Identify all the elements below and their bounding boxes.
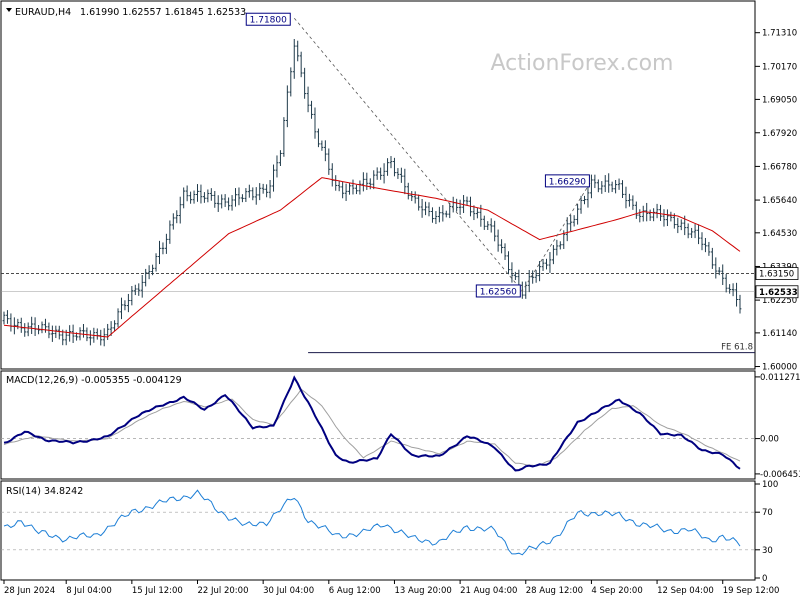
time-tick-label: 19 Sep 12:00 bbox=[723, 586, 780, 596]
price-tick-label: 1.67920 bbox=[762, 129, 797, 139]
fe-level-label: FE 61.8 bbox=[721, 343, 753, 353]
candles bbox=[2, 39, 742, 347]
price-tick-label: 1.70170 bbox=[762, 62, 797, 72]
current-price-label: 1.62533 bbox=[759, 288, 798, 298]
symbol-title: EURAUD,H4 bbox=[15, 7, 71, 18]
current-price-tag bbox=[755, 285, 799, 299]
time-tick-label: 13 Aug 20:00 bbox=[394, 586, 451, 596]
time-tick-label: 28 Jun 2024 bbox=[4, 586, 55, 596]
support-level-label: 1.63150 bbox=[759, 270, 794, 280]
annotation-box bbox=[544, 174, 590, 188]
price-tick-label: 1.71310 bbox=[762, 29, 797, 39]
rsi-tick-label: 70 bbox=[762, 508, 773, 518]
time-tick-label: 4 Sep 20:00 bbox=[591, 586, 642, 596]
time-tick-label: 21 Aug 04:00 bbox=[460, 586, 517, 596]
annotation-box bbox=[475, 284, 521, 298]
wave-trendline bbox=[293, 17, 592, 292]
rsi-line bbox=[3, 489, 741, 556]
price-tick-label: 1.65640 bbox=[762, 196, 797, 206]
moving-average-line bbox=[3, 177, 741, 338]
price-tick-label: 1.60000 bbox=[762, 363, 797, 373]
time-tick-label: 22 Jul 20:00 bbox=[198, 586, 249, 596]
annotation-label: 1.71800 bbox=[250, 16, 287, 26]
time-tick-label: 8 Jul 04:00 bbox=[66, 586, 112, 596]
rsi-tick-label: 30 bbox=[762, 546, 773, 556]
annotation-label: 1.62560 bbox=[480, 287, 517, 297]
ohlc-values: 1.61990 1.62557 1.61845 1.62533 bbox=[80, 7, 246, 18]
time-tick-label: 30 Jul 04:00 bbox=[263, 586, 314, 596]
rsi-pane-frame bbox=[0, 480, 756, 581]
price-axis: 1.71310 1.70170 1.69050 1.67920 1.66780 1.656… bbox=[755, 29, 797, 373]
annotation-label: 1.66290 bbox=[549, 177, 586, 187]
rsi-tick-label: 100 bbox=[762, 480, 778, 490]
macd-title: MACD(12,26,9) -0.005355 -0.004129 bbox=[6, 375, 182, 386]
price-tick-label: 1.66780 bbox=[762, 162, 797, 172]
price-header: EURAUD,H4 1.61990 1.62557 1.61845 1.6253… bbox=[6, 7, 246, 18]
rsi-title: RSI(14) 34.8242 bbox=[6, 486, 83, 497]
price-tick-label: 1.69050 bbox=[762, 95, 797, 105]
price-levels: 1.63150 1.62533 FE 61.8 bbox=[1, 267, 799, 354]
price-tick-label: 1.64530 bbox=[762, 229, 797, 239]
macd-tick-label: 0.011271 bbox=[760, 373, 800, 383]
rsi-axis: 100 70 30 0 bbox=[1, 480, 778, 584]
time-axis: 28 Jun 2024 8 Jul 04:00 15 Jul 12:00 22 Jul… bbox=[3, 580, 780, 596]
watermark: ActionForex.com bbox=[491, 51, 674, 76]
time-tick-label: 6 Aug 12:00 bbox=[329, 586, 381, 596]
macd-signal-line bbox=[3, 388, 741, 467]
time-tick-label: 12 Sep 04:00 bbox=[657, 586, 714, 596]
macd-tick-label: -0.006453 bbox=[760, 470, 800, 480]
rsi-tick-label: 0 bbox=[762, 574, 767, 584]
macd-pane-frame bbox=[0, 370, 756, 480]
macd-tick-label: 0.00 bbox=[760, 435, 779, 445]
annotation-box bbox=[245, 12, 291, 26]
price-tick-label: 1.62250 bbox=[762, 296, 797, 306]
price-tick-label: 1.61140 bbox=[762, 329, 797, 339]
triangle-down-icon bbox=[6, 8, 12, 12]
time-tick-label: 28 Aug 12:00 bbox=[526, 586, 583, 596]
macd-axis: 0.011271 0.00 -0.006453 bbox=[1, 373, 800, 480]
price-pane-frame bbox=[0, 0, 756, 370]
support-level-tag bbox=[755, 267, 799, 280]
macd-main-line bbox=[3, 375, 741, 472]
price-annotations: 1.71800 1.62560 1.66290 bbox=[245, 12, 590, 298]
time-tick-label: 15 Jul 12:00 bbox=[132, 586, 183, 596]
